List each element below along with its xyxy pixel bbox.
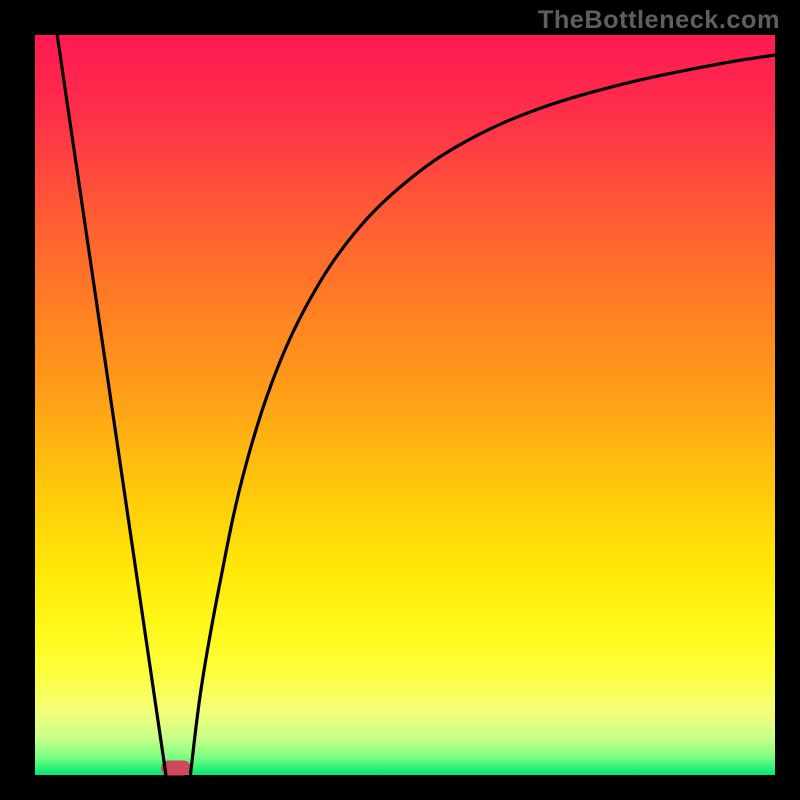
vertex-marker	[161, 761, 191, 776]
gradient-background	[35, 35, 775, 775]
plot-area	[35, 35, 775, 775]
attribution-text: TheBottleneck.com	[538, 6, 780, 35]
chart-container: { "figure": { "width_px": 800, "height_p…	[0, 0, 800, 800]
